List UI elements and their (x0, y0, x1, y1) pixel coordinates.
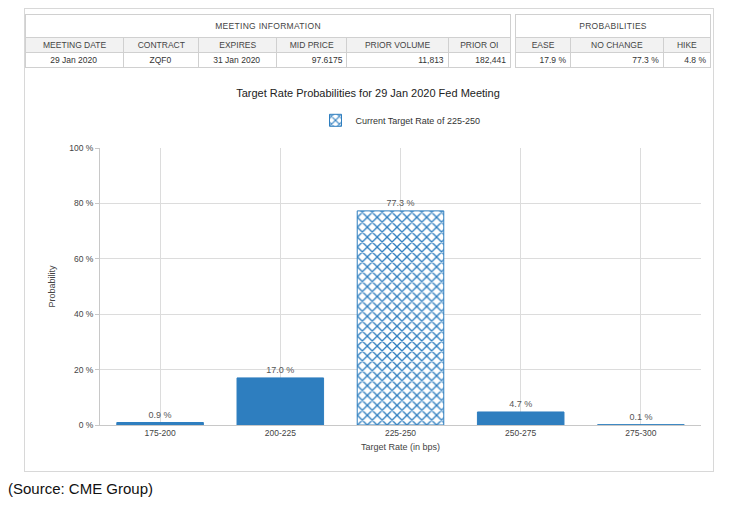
html-text:29 Jan 2020: 29 Jan 2020 (50, 55, 97, 65)
svg-text:80 %: 80 % (74, 198, 94, 208)
html-text:HIKE: HIKE (677, 40, 697, 50)
html-text:PRIOR VOLUME: PRIOR VOLUME (364, 40, 431, 50)
svg-text:Current Target Rate of 225-250: Current Target Rate of 225-250 (356, 116, 480, 126)
html-text:PROBABILITIES: PROBABILITIES (579, 21, 647, 31)
svg-text:225-250: 225-250 (385, 428, 416, 438)
svg-text:40 %: 40 % (74, 309, 94, 319)
svg-text:17.0 %: 17.0 % (266, 365, 294, 375)
svg-text:Probability: Probability (47, 265, 57, 308)
html-text:NO CHANGE: NO CHANGE (591, 40, 643, 50)
svg-text:4.7 %: 4.7 % (509, 399, 532, 409)
html-text:MEETING INFORMATION: MEETING INFORMATION (215, 21, 321, 31)
html-text:11,813: 11,813 (418, 55, 444, 65)
svg-text:77.3 %: 77.3 % (386, 198, 414, 208)
svg-text:20 %: 20 % (74, 365, 94, 375)
html-text:EASE: EASE (531, 40, 555, 50)
html-text:EXPIRES: EXPIRES (219, 40, 257, 50)
html-text:PRIOR OI: PRIOR OI (460, 40, 499, 50)
svg-text:Target Rate (in bps): Target Rate (in bps) (361, 442, 440, 452)
html-text:MID PRICE: MID PRICE (289, 40, 334, 50)
html-text:77.3 %: 77.3 % (632, 55, 659, 65)
svg-text:0 %: 0 % (79, 420, 94, 430)
svg-text:0.9 %: 0.9 % (149, 410, 172, 420)
html-text:MEETING DATE: MEETING DATE (43, 40, 107, 50)
html-text:97.6175: 97.6175 (311, 55, 343, 65)
html-text:182,441: 182,441 (475, 55, 506, 65)
html-text:(Source: CME Group): (Source: CME Group) (8, 480, 153, 497)
svg-text:250-275: 250-275 (505, 428, 536, 438)
html-text:CONTRACT: CONTRACT (137, 40, 185, 50)
svg-text:200-225: 200-225 (265, 428, 296, 438)
html-text:ZQF0: ZQF0 (149, 55, 172, 65)
svg-text:275-300: 275-300 (625, 428, 656, 438)
svg-text:0.1 %: 0.1 % (629, 412, 652, 422)
svg-text:60 %: 60 % (74, 254, 94, 264)
html-text:31 Jan 2020: 31 Jan 2020 (213, 55, 261, 65)
html-text:17.9 %: 17.9 % (539, 55, 566, 65)
svg-text:Target Rate Probabilities for: Target Rate Probabilities for 29 Jan 202… (236, 87, 500, 99)
svg-text:100 %: 100 % (69, 143, 94, 153)
html-text:4.8 %: 4.8 % (684, 55, 706, 65)
svg-text:175-200: 175-200 (144, 428, 175, 438)
